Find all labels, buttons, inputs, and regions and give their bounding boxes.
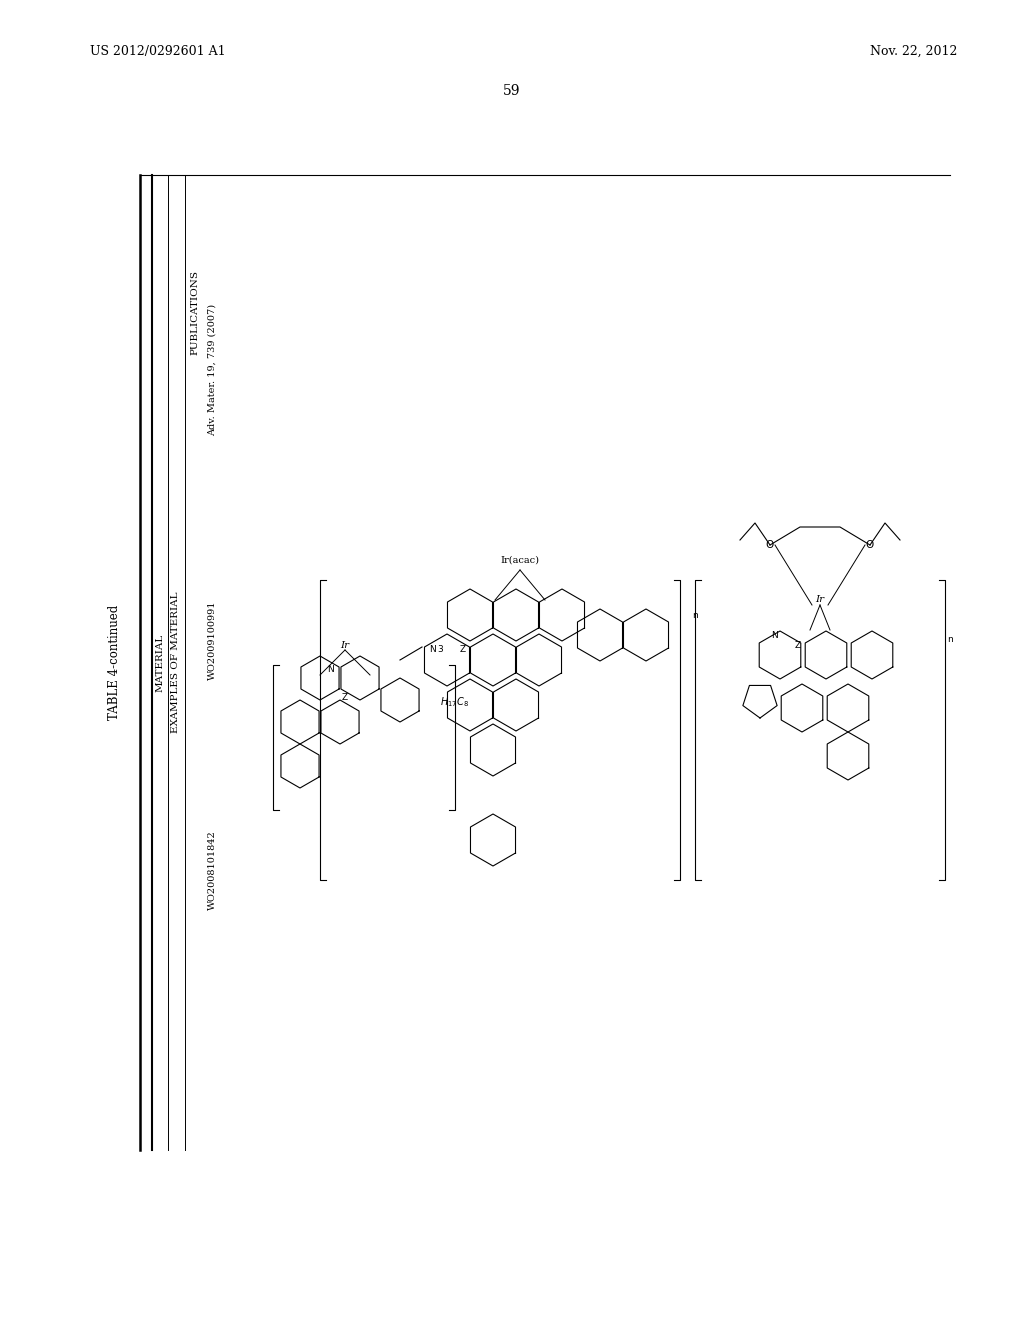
Text: WO2009100991: WO2009100991 xyxy=(208,601,216,680)
Text: Ir(acac): Ir(acac) xyxy=(501,556,540,565)
Text: Z: Z xyxy=(460,645,466,655)
Text: O: O xyxy=(766,540,774,550)
Text: Ir: Ir xyxy=(340,640,349,649)
Text: WO2008101842: WO2008101842 xyxy=(208,830,216,909)
Text: n: n xyxy=(692,610,698,619)
Text: 59: 59 xyxy=(503,84,521,98)
Text: n: n xyxy=(947,635,953,644)
Text: Ir: Ir xyxy=(815,595,824,605)
Text: $H_{17}C_8$: $H_{17}C_8$ xyxy=(440,696,469,709)
Text: N: N xyxy=(772,631,778,639)
Text: US 2012/0292601 A1: US 2012/0292601 A1 xyxy=(90,45,225,58)
Text: Z: Z xyxy=(795,640,801,649)
Text: Adv. Mater. 19, 739 (2007): Adv. Mater. 19, 739 (2007) xyxy=(208,304,216,436)
Text: PUBLICATIONS: PUBLICATIONS xyxy=(190,271,200,355)
Text: TABLE 4-continued: TABLE 4-continued xyxy=(109,605,122,721)
Text: Z: Z xyxy=(342,693,348,702)
Text: EXAMPLES OF MATERIAL: EXAMPLES OF MATERIAL xyxy=(171,591,180,733)
Text: O: O xyxy=(866,540,874,550)
Text: N: N xyxy=(429,645,435,655)
Text: MATERIAL: MATERIAL xyxy=(156,634,165,692)
Text: 3: 3 xyxy=(437,645,442,655)
Text: Nov. 22, 2012: Nov. 22, 2012 xyxy=(870,45,957,58)
Text: N: N xyxy=(327,665,334,675)
